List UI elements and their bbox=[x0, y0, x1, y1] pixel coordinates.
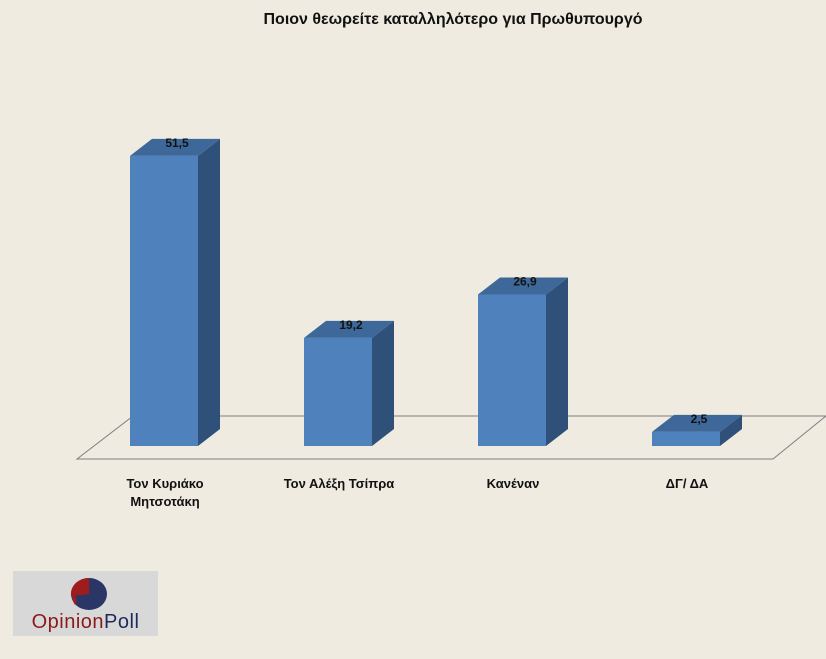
data-label: 19,2 bbox=[339, 318, 363, 332]
bar-top bbox=[478, 277, 568, 295]
bar bbox=[304, 337, 372, 446]
chart-floor bbox=[75, 415, 826, 460]
logo-mark-icon bbox=[70, 577, 107, 610]
opinionpoll-logo: OpinionPoll bbox=[13, 571, 158, 636]
bar bbox=[652, 431, 720, 446]
data-label: 2,5 bbox=[691, 412, 708, 426]
category-label: ΔΓ/ ΔΑ bbox=[665, 476, 709, 491]
bar-top bbox=[304, 320, 394, 338]
chart-title: Ποιον θεωρείτε καταλληλότερο για Πρωθυπο… bbox=[263, 11, 643, 28]
bar-side bbox=[546, 277, 568, 446]
data-label: 51,5 bbox=[165, 136, 189, 150]
bar-side bbox=[720, 414, 742, 446]
data-label: 26,9 bbox=[513, 274, 537, 288]
logo-text-opinion: Opinion bbox=[31, 611, 105, 633]
bar-side bbox=[372, 320, 394, 446]
category-label: Τον Αλέξη Τσίπρα bbox=[283, 476, 395, 491]
category-label: Κανέναν bbox=[486, 476, 540, 491]
bar-side bbox=[198, 138, 220, 446]
bar bbox=[478, 294, 546, 446]
bar-top bbox=[130, 138, 220, 156]
category-label: Τον Κυριάκο Μητσοτάκη bbox=[126, 476, 204, 509]
bar-top bbox=[652, 414, 742, 432]
logo-text-poll: Poll bbox=[104, 611, 140, 633]
logo-text: OpinionPoll bbox=[13, 611, 158, 634]
bar bbox=[130, 155, 198, 446]
